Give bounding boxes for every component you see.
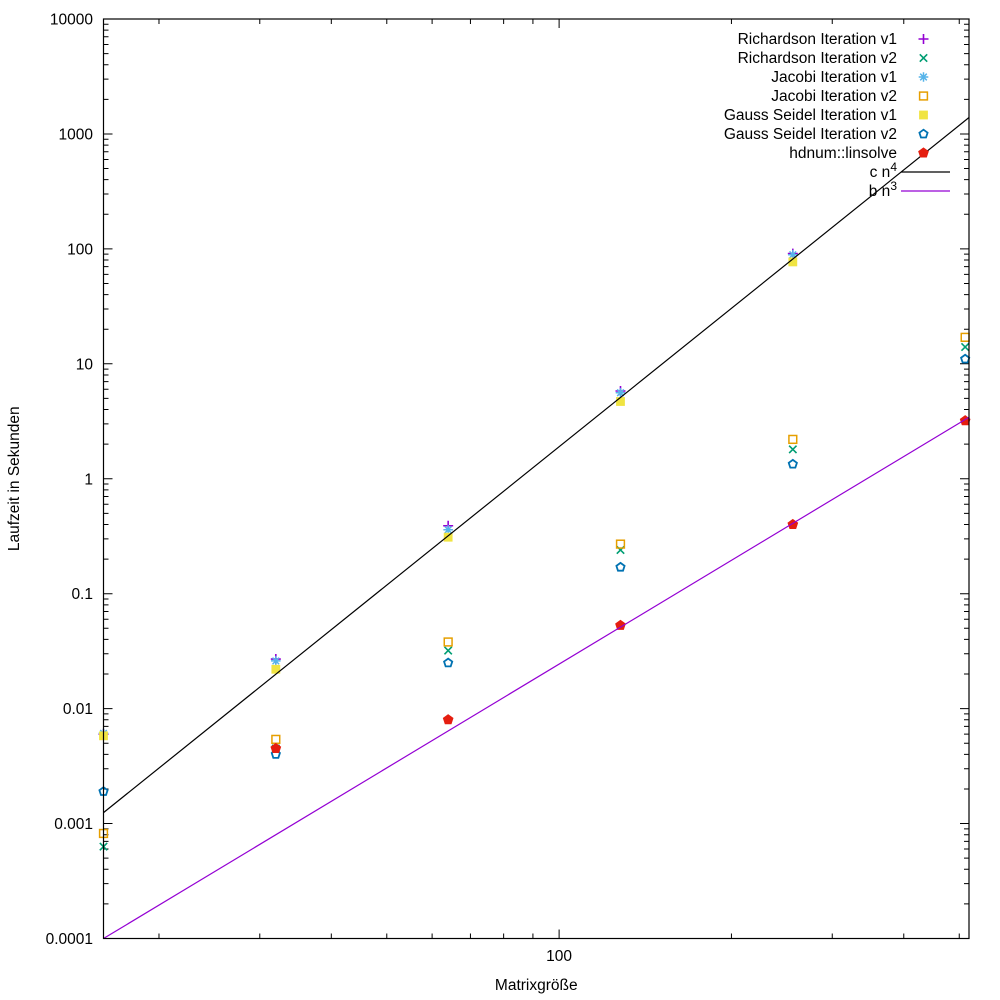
data-point-marker	[788, 434, 798, 445]
data-point-marker	[443, 532, 453, 542]
legend-label: c n4	[870, 160, 898, 181]
y-tick-label: 0.001	[54, 816, 93, 833]
y-axis-tick-labels: 10000 1000 100 10 1 0.1 0.01 0.001 0.0001	[46, 12, 94, 949]
data-point-marker	[918, 128, 929, 139]
data-point-marker	[788, 249, 798, 260]
legend-marker	[918, 72, 929, 82]
legend-item: Richardson Iteration v1	[738, 31, 929, 48]
data-point-marker	[442, 714, 454, 725]
data-point-marker	[270, 742, 282, 754]
data-point-marker	[918, 147, 929, 158]
legend-item: b n3	[869, 179, 950, 200]
legend-marker	[919, 53, 928, 63]
legend-item: c n4	[870, 160, 950, 181]
data-point-marker	[615, 619, 626, 630]
y-tick-label: 1	[84, 471, 93, 488]
legend: Richardson Iteration v1 Richardson Iterat…	[724, 31, 950, 200]
reference-line-c-n-4	[103, 117, 970, 814]
data-point-marker	[443, 646, 453, 655]
legend-marker	[918, 91, 929, 101]
legend-label: Gauss Seidel Iteration v2	[724, 126, 897, 143]
data-point-marker	[960, 342, 970, 352]
y-tick-label: 0.0001	[46, 931, 93, 948]
data-point-marker	[788, 257, 798, 267]
legend-item: Gauss Seidel Iteration v1	[724, 107, 928, 124]
data-point-marker	[271, 656, 281, 666]
x-axis-title: Matrixgröße	[495, 977, 578, 994]
y-axis-title: Laufzeit in Sekunden	[6, 406, 23, 551]
data-point-marker	[615, 539, 626, 549]
reference-line-b-n-3	[103, 416, 970, 940]
y-tick-label: 100	[67, 241, 93, 258]
x-tick-label: 100	[546, 948, 572, 965]
data-point-marker	[919, 53, 928, 63]
plot-border	[102, 18, 970, 940]
data-point-marker	[918, 91, 929, 101]
series-jacobi-iteration-v1	[98, 249, 798, 739]
legend-label: Richardson Iteration v1	[738, 31, 897, 48]
legend-item: Gauss Seidel Iteration v2	[724, 126, 929, 143]
legend-marker	[919, 110, 928, 120]
data-point-marker	[788, 445, 798, 454]
legend-item: Jacobi Iteration v2	[771, 88, 929, 105]
legend-label: Jacobi Iteration v1	[771, 69, 897, 86]
data-point-marker	[443, 637, 453, 647]
legend-label: Jacobi Iteration v2	[771, 88, 897, 105]
legend-label: Gauss Seidel Iteration v1	[724, 107, 897, 124]
legend-label: b n3	[869, 179, 898, 200]
legend-marker	[918, 147, 929, 158]
data-point-marker	[615, 387, 626, 398]
data-point-marker	[443, 524, 453, 535]
legend-item: Jacobi Iteration v1	[771, 69, 929, 86]
y-tick-label: 1000	[59, 126, 94, 143]
data-point-marker	[271, 664, 281, 674]
legend-marker	[918, 128, 929, 139]
legend-marker	[918, 34, 929, 44]
y-tick-label: 0.1	[71, 586, 93, 603]
data-point-marker	[443, 657, 454, 668]
data-point-marker	[918, 34, 929, 44]
x-axis-tick-labels: 100	[546, 948, 572, 965]
data-point-marker	[616, 397, 625, 406]
data-point-marker	[615, 561, 626, 572]
data-point-marker	[918, 72, 929, 82]
legend-item: Richardson Iteration v2	[738, 50, 928, 67]
data-point-marker	[919, 110, 928, 120]
data-point-marker	[787, 458, 798, 469]
y-tick-label: 10	[76, 356, 94, 373]
legend-label: hdnum::linsolve	[789, 145, 897, 162]
legend-item: hdnum::linsolve	[789, 145, 929, 162]
y-tick-label: 0.01	[63, 701, 93, 718]
legend-label: Richardson Iteration v2	[738, 50, 897, 67]
y-tick-label: 10000	[50, 12, 93, 29]
